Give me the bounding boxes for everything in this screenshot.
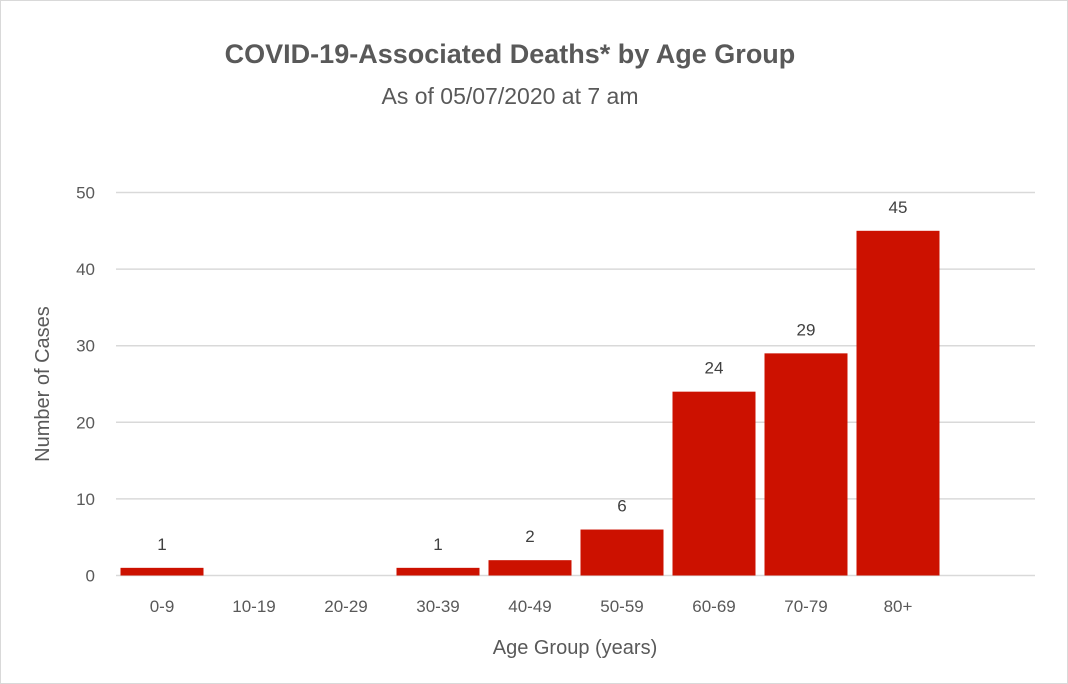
bar-60-69 (672, 391, 756, 576)
y-tick-label: 20 (76, 413, 95, 432)
x-tick-label: 40-49 (508, 597, 551, 616)
chart-subtitle: As of 05/07/2020 at 7 am (381, 83, 638, 109)
x-tick-label: 30-39 (416, 597, 459, 616)
data-labels: 1 1 2 6 24 29 45 (157, 198, 907, 554)
bar-50-59 (580, 529, 664, 576)
data-label-30-39: 1 (433, 535, 442, 554)
y-tick-label: 0 (86, 567, 95, 586)
y-axis-ticks: 0 10 20 30 40 50 (76, 184, 95, 586)
bar-70-79 (764, 353, 848, 576)
y-tick-label: 40 (76, 260, 95, 279)
bar-80+ (856, 230, 940, 576)
y-tick-label: 50 (76, 184, 95, 203)
y-tick-label: 30 (76, 337, 95, 356)
bar-30-39 (396, 567, 480, 576)
data-label-80+: 45 (889, 198, 908, 217)
x-tick-label: 50-59 (600, 597, 643, 616)
chart-title: COVID-19-Associated Deaths* by Age Group (225, 39, 796, 69)
x-tick-label: 60-69 (692, 597, 735, 616)
x-tick-label: 20-29 (324, 597, 367, 616)
x-tick-label: 70-79 (784, 597, 827, 616)
y-axis-title: Number of Cases (32, 306, 54, 462)
x-tick-label: 80+ (884, 597, 913, 616)
data-label-50-59: 6 (617, 497, 626, 516)
data-label-40-49: 2 (525, 527, 534, 546)
data-label-0-9: 1 (157, 535, 166, 554)
bar-40-49 (488, 560, 572, 576)
bars (120, 230, 940, 576)
y-tick-label: 10 (76, 490, 95, 509)
bar-0-9 (120, 567, 204, 576)
x-tick-label: 0-9 (150, 597, 175, 616)
x-axis-ticks: 0-9 10-19 20-29 30-39 40-49 50-59 60-69 70-79 80… (150, 597, 913, 616)
data-label-60-69: 24 (705, 359, 724, 378)
x-axis-title: Age Group (years) (493, 637, 658, 659)
x-tick-label: 10-19 (232, 597, 275, 616)
data-label-70-79: 29 (797, 320, 816, 339)
